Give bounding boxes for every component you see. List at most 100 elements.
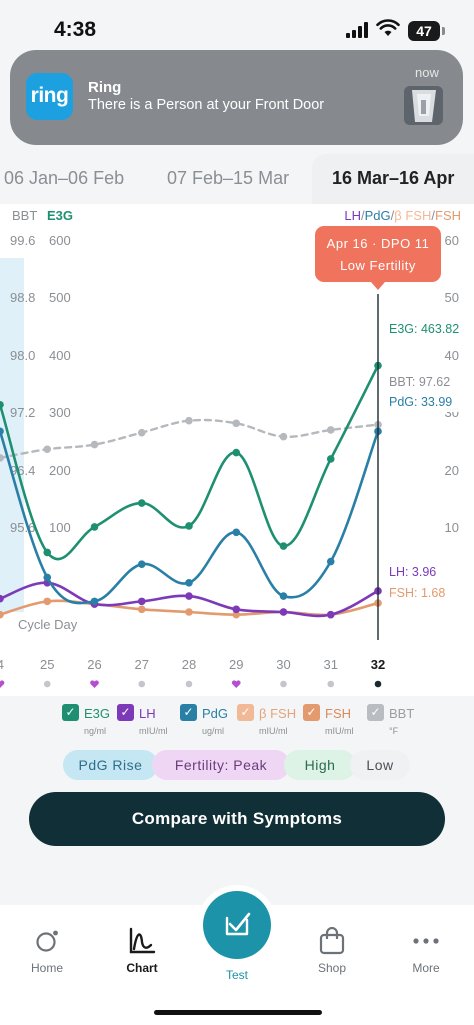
tooltip-status: Low Fertility bbox=[340, 258, 416, 273]
bbt-data-point bbox=[185, 416, 193, 425]
heart-marker-icon bbox=[231, 680, 241, 688]
pdg-data-point bbox=[90, 597, 99, 606]
hormone-chart-canvas[interactable]: BBT E3G LH/PdG/β FSH/FSH99.698.898.097.296… bbox=[0, 204, 474, 696]
x-tick-label: 29 bbox=[229, 657, 243, 672]
day-marker-dot bbox=[374, 680, 382, 688]
day-marker-dot bbox=[43, 680, 51, 688]
fsh-data-point bbox=[0, 610, 4, 619]
fertile-window-band bbox=[0, 258, 24, 612]
heart-marker-icon bbox=[90, 680, 99, 688]
legend-e3g-checkbox[interactable]: ✓ bbox=[62, 704, 79, 721]
pdg-value-label: PdG: 33.99 bbox=[389, 395, 452, 409]
home-ring-icon bbox=[36, 930, 58, 952]
bbt-value-label-bg bbox=[384, 371, 462, 392]
cellular-signal-icon bbox=[346, 22, 368, 38]
camera-snapshot-thumbnail bbox=[404, 86, 443, 125]
legend-lh-unit: mIU/ml bbox=[139, 726, 168, 736]
bbt-series-line bbox=[0, 418, 380, 460]
e3g-data-point bbox=[232, 448, 241, 457]
right-tick-label: 50 bbox=[445, 290, 459, 305]
bbt-data-point bbox=[232, 419, 241, 428]
right-axis-header-part: / bbox=[431, 208, 435, 223]
bbt-tick-label: 98.8 bbox=[10, 290, 35, 305]
fsh-value-label-bg bbox=[384, 582, 462, 603]
legend-fsh-checkbox[interactable]: ✓ bbox=[303, 704, 320, 721]
e3g-data-point bbox=[137, 499, 146, 507]
range-tab-jan-feb[interactable]: 06 Jan–06 Feb bbox=[4, 168, 125, 188]
lh-data-point bbox=[137, 597, 146, 606]
nav-shop-label: Shop bbox=[317, 961, 347, 975]
pdg-data-point bbox=[43, 573, 52, 582]
nav-test-button[interactable] bbox=[203, 891, 271, 959]
e3g-value-label-bg bbox=[384, 318, 462, 339]
e3g-data-point bbox=[90, 523, 99, 531]
right-axis-header-part: PdG bbox=[365, 208, 391, 223]
x-tick-label: 27 bbox=[135, 657, 149, 672]
right-axis-header-part: LH bbox=[344, 208, 361, 223]
right-tick-label: 40 bbox=[445, 348, 459, 363]
legend-e3g-unit: ng/ml bbox=[84, 726, 107, 736]
bbt-data-point bbox=[0, 454, 4, 462]
status-bar: 4:38 47 bbox=[0, 0, 474, 52]
hormone-chart[interactable]: BBT E3G LH/PdG/β FSH/FSH 99.6 98.8 98.0 97.2 96… bbox=[0, 204, 474, 696]
x-tick-label: 31 bbox=[324, 657, 338, 672]
notification-title: Ring bbox=[88, 79, 122, 96]
test-check-icon bbox=[225, 912, 251, 936]
e3g-tick-label: 500 bbox=[49, 290, 71, 305]
nav-more-label: More bbox=[412, 961, 440, 975]
pdg-data-point bbox=[185, 578, 193, 587]
bbt-value-label: BBT: 97.62 bbox=[389, 375, 450, 389]
legend-beta-fsh-checkbox[interactable]: ✓ bbox=[237, 704, 254, 721]
lh-data-point bbox=[326, 610, 335, 619]
legend-bbt-label: BBT bbox=[389, 706, 415, 721]
pdg-data-point bbox=[326, 557, 335, 566]
e3g-axis-header: E3G bbox=[47, 208, 73, 223]
x-tick-label: 4 bbox=[0, 657, 4, 672]
e3g-value-label: E3G: 463.82 bbox=[389, 322, 459, 336]
day-marker-dot bbox=[280, 680, 287, 688]
fsh-data-point bbox=[43, 597, 52, 606]
pdg-data-point bbox=[279, 592, 288, 600]
legend-beta-fsh-label: β FSH bbox=[259, 706, 297, 721]
legend-pdg-unit: ug/ml bbox=[202, 726, 225, 736]
x-tick-label: 26 bbox=[87, 657, 101, 672]
e3g-data-point bbox=[185, 522, 193, 530]
phase-low: Low bbox=[350, 750, 410, 780]
legend-bbt-checkbox[interactable]: ✓ bbox=[367, 704, 384, 721]
push-notification[interactable]: ring Ring There is a Person at your Fron… bbox=[10, 50, 463, 145]
range-tab-feb-mar[interactable]: 07 Feb–15 Mar bbox=[167, 168, 290, 188]
day-marker-dot bbox=[185, 680, 193, 688]
legend-e3g-label: E3G bbox=[84, 706, 111, 721]
legend-fsh-label: FSH bbox=[325, 706, 351, 721]
e3g-data-point bbox=[279, 542, 288, 550]
e3g-tick-label: 600 bbox=[49, 233, 71, 248]
right-axis-header: LH/PdG/β FSH/FSH bbox=[344, 208, 461, 223]
bbt-tick-label: 98.0 bbox=[10, 348, 35, 363]
nav-test-label: Test bbox=[225, 968, 248, 982]
range-tab-mar-apr[interactable]: 16 Mar–16 Apr bbox=[312, 154, 474, 204]
legend-pdg-checkbox[interactable]: ✓ bbox=[180, 704, 197, 721]
ring-app-logo: ring bbox=[26, 73, 73, 120]
bbt-tick-label: 95.6 bbox=[10, 520, 35, 535]
notification-time: now bbox=[415, 65, 439, 80]
lh-value-label-bg bbox=[384, 561, 462, 582]
bbt-data-point bbox=[43, 445, 52, 454]
x-tick-label: 25 bbox=[40, 657, 54, 672]
pdg-data-point bbox=[137, 560, 146, 568]
bbt-axis-header: BBT bbox=[12, 208, 37, 223]
x-axis-title: Cycle Day bbox=[18, 617, 78, 632]
e3g-tick-label: 400 bbox=[49, 348, 71, 363]
day-marker-dot bbox=[138, 680, 146, 688]
pdg-data-point bbox=[0, 427, 4, 436]
right-tick-label: 60 bbox=[445, 233, 459, 248]
e3g-tick-label: 300 bbox=[49, 405, 71, 420]
right-axis-header-part: β FSH bbox=[394, 208, 431, 223]
legend-pdg-label: PdG bbox=[202, 706, 229, 721]
compare-with-symptoms-button[interactable]: Compare with Symptoms bbox=[29, 792, 445, 846]
legend-lh-checkbox[interactable]: ✓ bbox=[117, 704, 134, 721]
shopping-bag-icon bbox=[319, 927, 345, 955]
bbt-data-point bbox=[326, 426, 335, 434]
fsh-data-point bbox=[137, 605, 146, 614]
chart-legend: ✓ E3G ng/ml ✓ LH mIU/ml ✓ PdG ug/ml ✓ β … bbox=[0, 704, 474, 742]
